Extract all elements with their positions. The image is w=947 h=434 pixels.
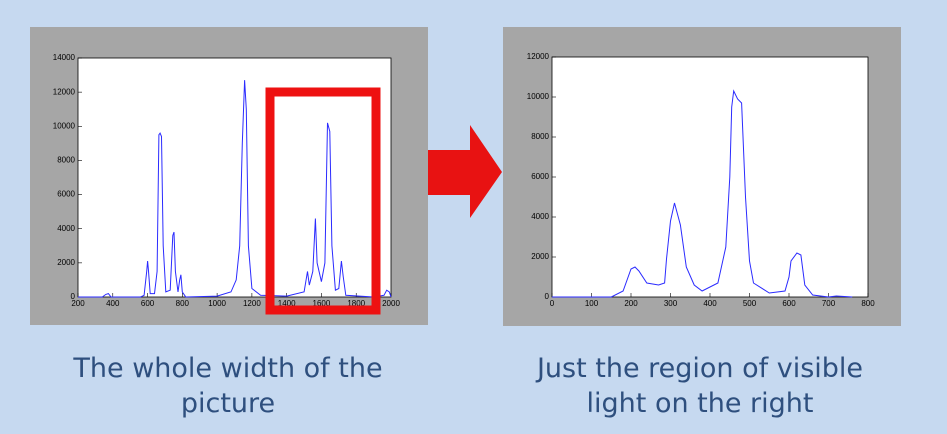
x-tick-label: 600 [782, 299, 796, 308]
plot-area [77, 57, 392, 298]
y-tick-label: 10000 [53, 121, 76, 130]
highlight-box [265, 87, 381, 315]
y-tick-label: 0 [545, 292, 550, 301]
spectrum-line [552, 89, 853, 298]
y-tick-label: 2000 [57, 258, 75, 267]
x-tick-label: 1000 [208, 299, 226, 308]
y-tick-label: 6000 [57, 190, 75, 199]
x-tick-label: 200 [71, 299, 85, 308]
x-tick-label: 800 [176, 299, 190, 308]
spectrum-line [78, 80, 392, 298]
x-tick-label: 500 [743, 299, 757, 308]
caption: Just the region of visible [535, 353, 863, 384]
x-tick-label: 100 [585, 299, 599, 308]
y-tick-label: 14000 [53, 53, 76, 62]
x-tick-label: 300 [664, 299, 678, 308]
x-tick-label: 1800 [347, 299, 365, 308]
y-tick-label: 8000 [57, 156, 75, 165]
arrow [428, 125, 502, 218]
y-tick-label: 0 [71, 292, 76, 301]
y-tick-label: 6000 [531, 172, 549, 181]
caption: light on the right [587, 388, 814, 419]
x-tick-label: 1400 [278, 299, 296, 308]
x-tick-label: 600 [141, 299, 155, 308]
y-tick-label: 12000 [527, 52, 550, 61]
x-tick-label: 1200 [243, 299, 261, 308]
x-tick-label: 2000 [382, 299, 400, 308]
y-tick-label: 4000 [531, 212, 549, 221]
x-tick-label: 400 [703, 299, 717, 308]
x-tick-label: 800 [861, 299, 875, 308]
y-tick-label: 8000 [531, 132, 549, 141]
x-tick-label: 200 [624, 299, 638, 308]
x-tick-label: 400 [106, 299, 120, 308]
plot-area [551, 56, 869, 298]
caption: picture [181, 388, 275, 419]
y-tick-label: 12000 [53, 87, 76, 96]
x-tick-label: 700 [822, 299, 836, 308]
y-tick-label: 10000 [527, 92, 550, 101]
x-tick-label: 1600 [313, 299, 331, 308]
caption: The whole width of the [72, 353, 382, 384]
y-tick-label: 2000 [531, 252, 549, 261]
y-tick-label: 4000 [57, 224, 75, 233]
x-tick-label: 0 [550, 299, 555, 308]
